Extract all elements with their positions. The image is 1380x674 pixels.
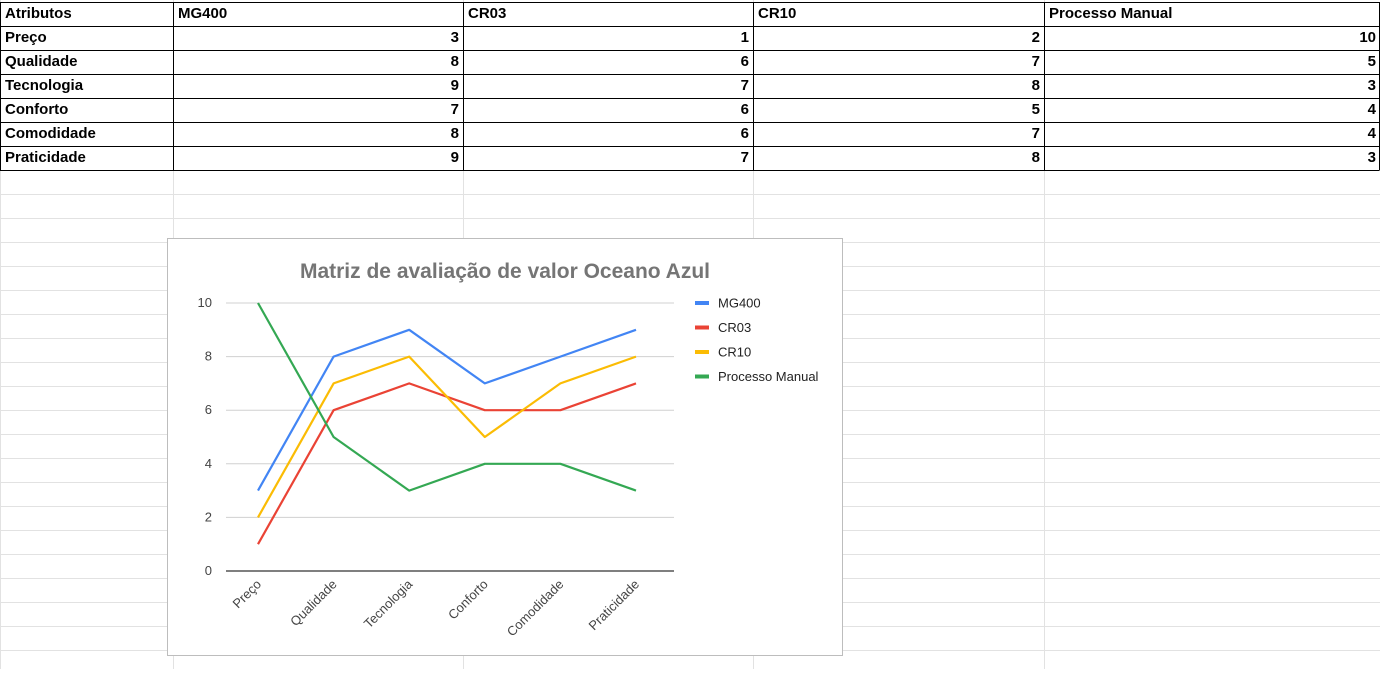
value-cell[interactable]: 5 <box>1031 101 1040 118</box>
value-cell[interactable]: 7 <box>1031 53 1040 70</box>
y-axis-ticks: 0 2 4 6 8 10 <box>198 295 212 578</box>
value-cell[interactable]: 7 <box>450 101 459 118</box>
y-tick-label: 8 <box>205 349 212 364</box>
row-label-cell[interactable]: Tecnologia <box>5 77 84 94</box>
y-tick-label: 10 <box>198 295 212 310</box>
header-cell[interactable]: MG400 <box>178 5 228 22</box>
y-tick-label: 0 <box>205 563 212 578</box>
legend-swatch <box>695 325 709 330</box>
value-cell[interactable]: 8 <box>1031 149 1040 166</box>
value-cell[interactable]: 3 <box>450 29 459 46</box>
header-cell[interactable]: Processo Manual <box>1049 5 1173 22</box>
value-cell[interactable]: 6 <box>740 101 749 118</box>
value-cell[interactable]: 5 <box>1367 53 1376 70</box>
row-label-cell[interactable]: Qualidade <box>5 53 78 70</box>
chart-canvas: Matriz de avaliação de valor Oceano Azul… <box>198 260 819 639</box>
legend-label: CR10 <box>718 345 751 360</box>
chart-title: Matriz de avaliação de valor Oceano Azul <box>300 260 710 283</box>
header-cell[interactable]: CR10 <box>758 5 797 22</box>
legend-label: MG400 <box>718 296 761 311</box>
value-cell[interactable]: 3 <box>1367 77 1376 94</box>
y-tick-label: 6 <box>205 402 212 417</box>
value-cell[interactable]: 7 <box>1031 125 1040 142</box>
value-cell[interactable]: 2 <box>1031 29 1040 46</box>
x-tick-label: Qualidade <box>287 577 340 630</box>
header-cell[interactable]: CR03 <box>468 5 507 22</box>
row-label-cell[interactable]: Comodidade <box>5 125 96 142</box>
x-axis-ticks: Preço Qualidade Tecnologia Conforto Comodida… <box>229 576 642 639</box>
value-cell[interactable]: 7 <box>740 149 749 166</box>
series-line-processo-manual <box>257 302 637 492</box>
legend-label: CR03 <box>718 320 751 335</box>
row-label-cell[interactable]: Praticidade <box>5 149 86 166</box>
value-cell[interactable]: 7 <box>740 77 749 94</box>
row-label-cell[interactable]: Preço <box>5 29 47 46</box>
value-cell[interactable]: 3 <box>1367 149 1376 166</box>
value-cell[interactable]: 10 <box>1359 29 1376 46</box>
series-line-cr10 <box>257 355 637 518</box>
chart-series <box>257 302 637 545</box>
value-cell[interactable]: 9 <box>450 77 459 94</box>
legend-label: Processo Manual <box>718 369 819 384</box>
value-cell[interactable]: 1 <box>740 29 749 46</box>
legend-swatch <box>695 301 709 305</box>
value-cell[interactable]: 4 <box>1367 125 1376 142</box>
x-tick-label: Preço <box>229 577 264 612</box>
chart-gridlines <box>226 302 674 572</box>
line-chart[interactable]: Matriz de avaliação de valor Oceano Azul… <box>167 238 843 656</box>
series-line-mg400 <box>257 328 637 492</box>
y-tick-label: 4 <box>205 456 212 471</box>
x-tick-label: Conforto <box>445 577 491 623</box>
value-cell[interactable]: 8 <box>450 53 459 70</box>
x-tick-label: Comodidade <box>504 577 567 640</box>
y-tick-label: 2 <box>205 509 212 524</box>
value-cell[interactable]: 6 <box>740 125 749 142</box>
value-cell[interactable]: 9 <box>450 149 459 166</box>
value-cell[interactable]: 4 <box>1367 101 1376 118</box>
legend-swatch <box>695 374 709 379</box>
legend-swatch <box>695 350 709 354</box>
value-cell[interactable]: 6 <box>740 53 749 70</box>
value-cell[interactable]: 8 <box>1031 77 1040 94</box>
row-label-cell[interactable]: Conforto <box>5 101 69 118</box>
header-cell[interactable]: Atributos <box>5 5 72 22</box>
chart-legend: MG400 CR03 CR10 Processo Manual <box>695 296 819 384</box>
x-tick-label: Tecnologia <box>361 576 416 631</box>
value-cell[interactable]: 8 <box>450 125 459 142</box>
x-tick-label: Praticidade <box>586 577 643 634</box>
